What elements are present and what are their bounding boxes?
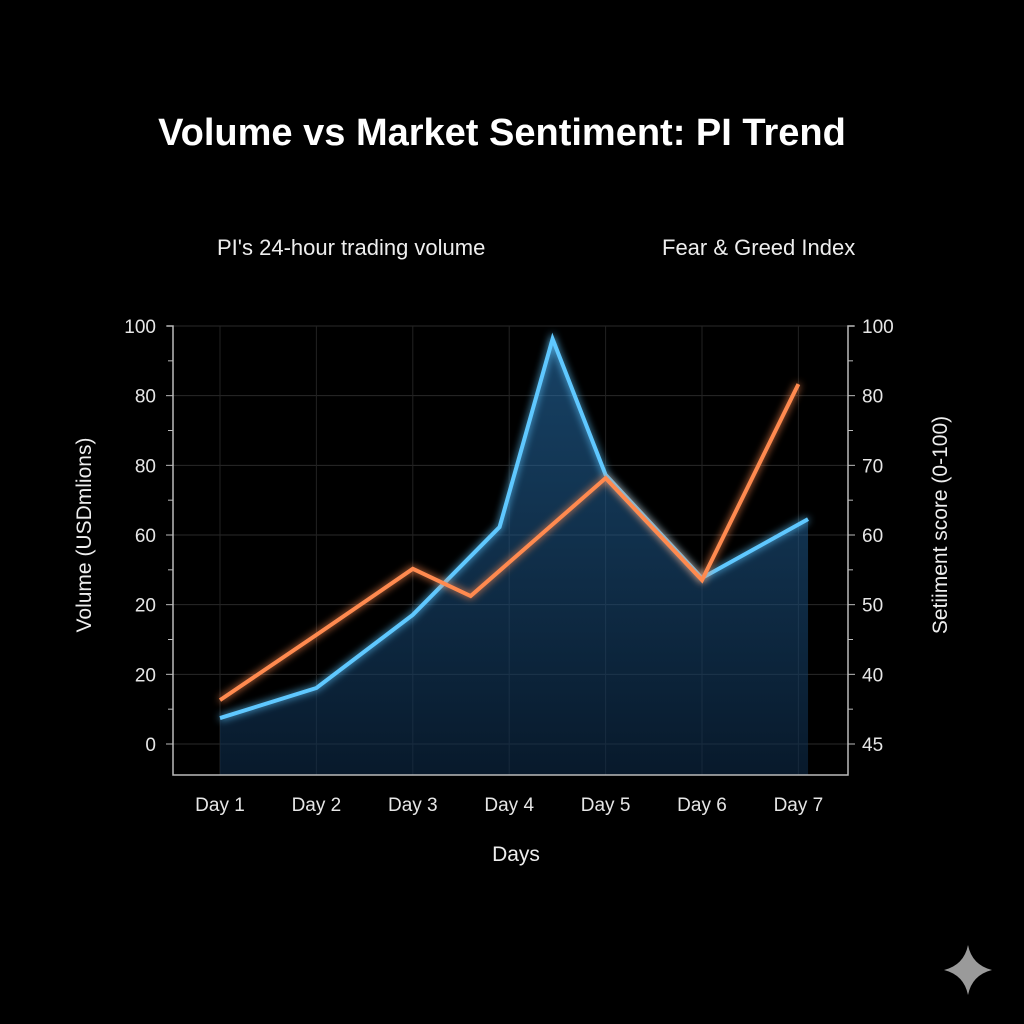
legend-label: PI's 24-hour trading volume: [217, 235, 485, 260]
y-right-tick-label: 40: [862, 665, 883, 686]
sparkle-icon: [944, 945, 992, 995]
x-tick-label: Day 4: [484, 795, 534, 816]
legend: PI's 24-hour trading volume Fear & Greed …: [145, 235, 855, 260]
y-left-tick-label: 80: [135, 387, 156, 408]
y-left-tick-label: 20: [135, 596, 156, 617]
y-right-tick-label: 50: [862, 596, 883, 617]
y-right-tick-label: 80: [862, 387, 883, 408]
series-line: [218, 383, 801, 702]
y-right-tick-label: 60: [862, 526, 883, 547]
x-tick-label: Day 7: [774, 795, 824, 816]
x-tick-label: Day 1: [195, 795, 245, 816]
chart-title: Volume vs Market Sentiment: PI Trend: [158, 112, 846, 154]
y-left-tick-label: 60: [135, 526, 156, 547]
y-right-tick-label: 45: [862, 735, 883, 756]
y-axis-left-label: Volume (USDmlions): [73, 438, 96, 633]
x-tick-label: Day 6: [677, 795, 727, 816]
x-axis-label: Days: [492, 843, 540, 866]
y-left-tick-label: 20: [135, 665, 156, 686]
y-right-tick-label: 100: [862, 317, 894, 338]
x-tick-label: Day 5: [581, 795, 631, 816]
y-left-tick-label: 100: [124, 317, 156, 338]
x-tick-label: Day 3: [388, 795, 438, 816]
y-left-tick-label: 80: [135, 456, 156, 477]
y-axis-right-label: Setiiment score (0-100): [929, 416, 952, 634]
y-left-tick-label: 0: [145, 735, 156, 756]
legend-label: Fear & Greed Index: [662, 235, 855, 260]
y-right-tick-label: 70: [862, 456, 883, 477]
x-tick-label: Day 2: [292, 795, 342, 816]
